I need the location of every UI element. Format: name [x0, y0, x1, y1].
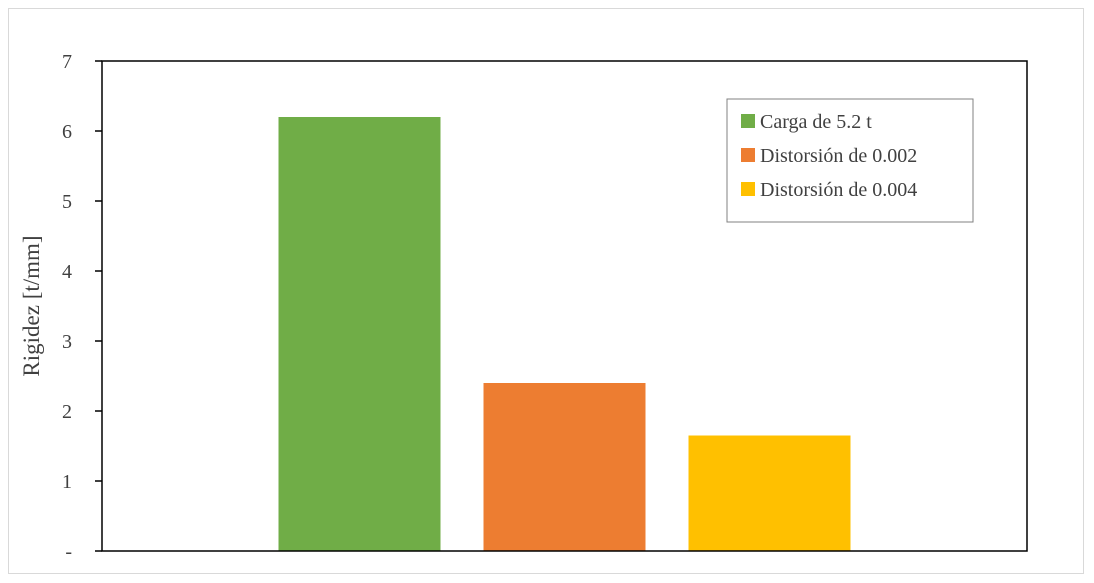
y-tick-label: 2 — [62, 401, 72, 423]
y-tick-label: 7 — [62, 51, 72, 73]
bar-series-3 — [688, 435, 851, 551]
y-axis-ticks: - 1 2 3 4 5 6 7 — [62, 51, 102, 563]
legend-swatch-1 — [741, 114, 755, 128]
plot-area — [101, 60, 1028, 552]
bar-chart: - 1 2 3 4 5 6 7 Rigidez [t/mm] Carga de 5.2 t Di… — [19, 51, 1028, 563]
legend-swatch-2 — [741, 148, 755, 162]
legend-label-2: Distorsión de 0.002 — [760, 145, 917, 167]
y-tick-label: - — [65, 541, 72, 563]
legend-label-3: Distorsión de 0.004 — [760, 179, 917, 201]
y-axis-title: Rigidez [t/mm] — [19, 235, 44, 376]
y-tick-label: 5 — [62, 191, 72, 213]
legend: Carga de 5.2 t Distorsión de 0.002 Distors… — [726, 98, 974, 223]
legend-box — [726, 98, 974, 223]
y-tick-label: 4 — [62, 261, 72, 283]
y-tick-label: 3 — [62, 331, 72, 353]
chart-frame: - 1 2 3 4 5 6 7 Rigidez [t/mm] Carga de 5.2 t Di… — [8, 8, 1084, 574]
bars-layer — [278, 117, 851, 551]
y-tick-label: 1 — [62, 471, 72, 493]
bar-series-1 — [278, 117, 441, 551]
legend-label-1: Carga de 5.2 t — [760, 111, 872, 133]
legend-swatch-3 — [741, 182, 755, 196]
y-tick-label: 6 — [62, 121, 72, 143]
bar-series-2 — [483, 383, 646, 551]
